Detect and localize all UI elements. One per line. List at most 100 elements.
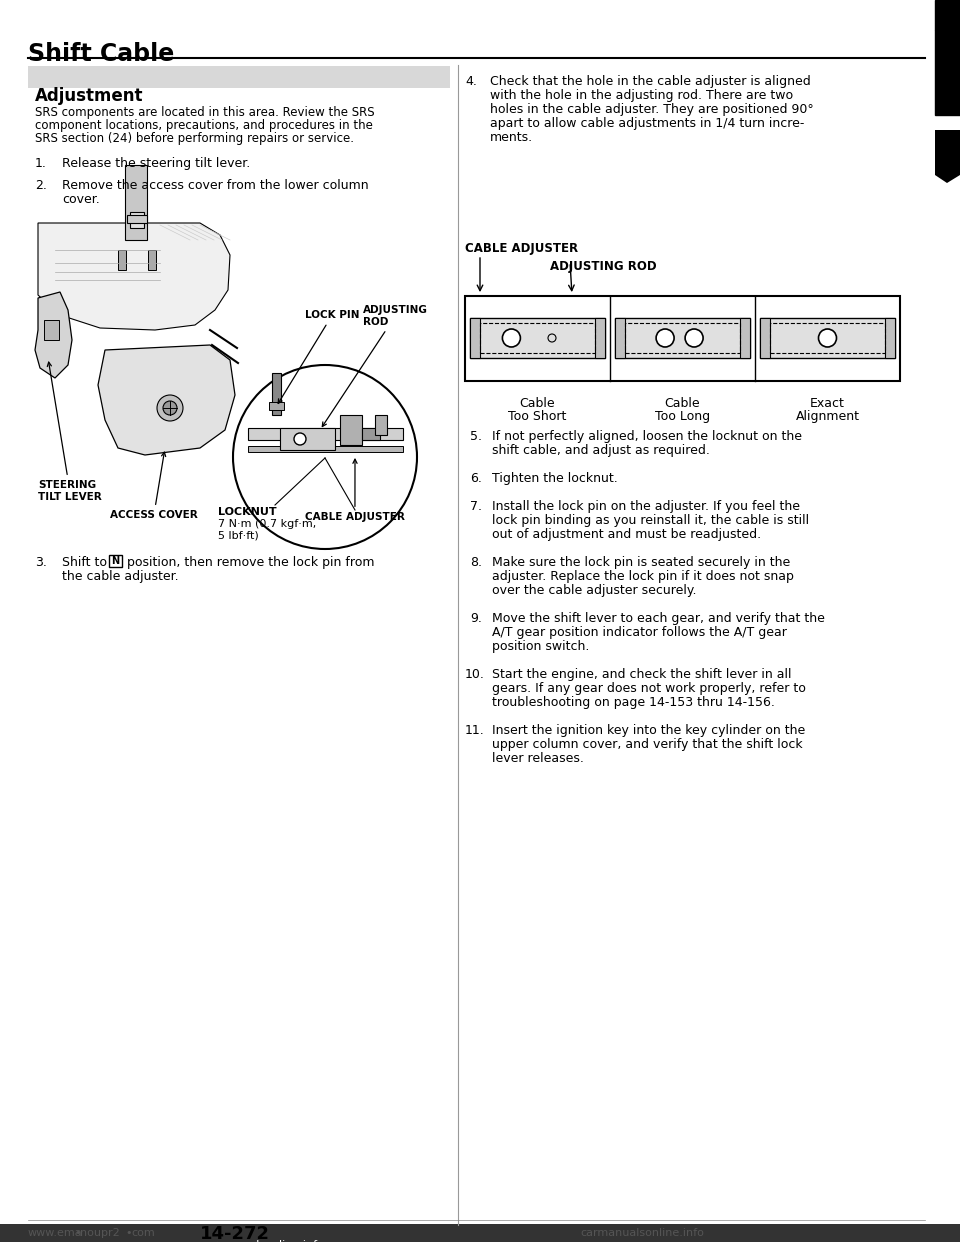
Text: 11.: 11. — [465, 724, 485, 737]
Text: ADJUSTING
ROD: ADJUSTING ROD — [323, 306, 428, 426]
Text: carmanualsonline.info: carmanualsonline.info — [200, 1240, 324, 1242]
Bar — [109, 555, 122, 568]
Circle shape — [157, 395, 183, 421]
Text: 9.: 9. — [470, 612, 482, 625]
Circle shape — [548, 334, 556, 342]
Text: 5.: 5. — [470, 430, 482, 443]
Bar — [760, 318, 895, 358]
Text: Cable: Cable — [519, 397, 555, 410]
Text: Tighten the locknut.: Tighten the locknut. — [492, 472, 617, 484]
Text: N: N — [111, 556, 120, 566]
Bar — [28, 66, 450, 88]
Text: 14-272: 14-272 — [200, 1225, 270, 1242]
Text: ACCESS COVER: ACCESS COVER — [110, 452, 198, 520]
Bar — [470, 318, 480, 358]
Bar — [44, 320, 59, 340]
Polygon shape — [935, 20, 960, 116]
Text: ADJUSTING ROD: ADJUSTING ROD — [550, 260, 657, 273]
Bar — [280, 428, 335, 450]
Text: adjuster. Replace the lock pin if it does not snap: adjuster. Replace the lock pin if it doe… — [492, 570, 794, 582]
Text: upper column cover, and verify that the shift lock: upper column cover, and verify that the … — [492, 738, 803, 751]
Text: noupr2: noupr2 — [80, 1228, 120, 1238]
Text: position, then remove the lock pin from: position, then remove the lock pin from — [123, 556, 374, 569]
Polygon shape — [38, 224, 230, 330]
Bar — [130, 212, 144, 229]
Text: Insert the ignition key into the key cylinder on the: Insert the ignition key into the key cyl… — [492, 724, 805, 737]
Text: Too Long: Too Long — [655, 410, 710, 424]
Text: •: • — [74, 1228, 81, 1238]
Bar — [470, 318, 605, 358]
Text: lock pin binding as you reinstall it, the cable is still: lock pin binding as you reinstall it, th… — [492, 514, 809, 527]
Bar — [269, 402, 284, 410]
Bar — [480, 323, 595, 353]
Circle shape — [656, 329, 674, 347]
Text: Cable: Cable — [664, 397, 700, 410]
Text: LOCKNUT: LOCKNUT — [218, 507, 276, 517]
Text: Make sure the lock pin is seated securely in the: Make sure the lock pin is seated securel… — [492, 556, 790, 569]
Text: over the cable adjuster securely.: over the cable adjuster securely. — [492, 584, 697, 597]
Text: 2.: 2. — [35, 179, 47, 193]
Text: Install the lock pin on the adjuster. If you feel the: Install the lock pin on the adjuster. If… — [492, 501, 800, 513]
Text: out of adjustment and must be readjusted.: out of adjustment and must be readjusted… — [492, 528, 761, 542]
Text: Too Short: Too Short — [508, 410, 566, 424]
Bar — [760, 318, 770, 358]
Text: Check that the hole in the cable adjuster is aligned: Check that the hole in the cable adjuste… — [490, 75, 811, 88]
Bar — [127, 215, 147, 224]
Bar — [375, 415, 387, 435]
Text: If not perfectly aligned, loosen the locknut on the: If not perfectly aligned, loosen the loc… — [492, 430, 802, 443]
Circle shape — [294, 433, 306, 445]
Text: Move the shift lever to each gear, and verify that the: Move the shift lever to each gear, and v… — [492, 612, 825, 625]
Bar — [885, 318, 895, 358]
Circle shape — [163, 401, 177, 415]
Text: www.ema: www.ema — [28, 1228, 83, 1238]
Text: com: com — [131, 1228, 155, 1238]
Text: A/T gear position indicator follows the A/T gear: A/T gear position indicator follows the … — [492, 626, 787, 638]
Polygon shape — [98, 345, 235, 455]
Bar — [615, 318, 750, 358]
Circle shape — [685, 329, 703, 347]
Text: 10.: 10. — [465, 668, 485, 681]
Text: lever releases.: lever releases. — [492, 751, 584, 765]
Bar — [125, 165, 147, 240]
Text: the cable adjuster.: the cable adjuster. — [62, 570, 179, 582]
Text: CABLE ADJUSTER: CABLE ADJUSTER — [465, 242, 578, 255]
Bar — [248, 428, 403, 440]
Bar — [362, 428, 380, 440]
Text: 4.: 4. — [465, 75, 477, 88]
Text: SRS section (24) before performing repairs or service.: SRS section (24) before performing repai… — [35, 132, 354, 145]
Text: gears. If any gear does not work properly, refer to: gears. If any gear does not work properl… — [492, 682, 805, 696]
Text: shift cable, and adjust as required.: shift cable, and adjust as required. — [492, 443, 709, 457]
Bar — [340, 415, 362, 445]
Text: LOCK PIN: LOCK PIN — [278, 310, 359, 404]
Text: Shift Cable: Shift Cable — [28, 42, 175, 66]
Polygon shape — [935, 130, 960, 183]
Text: Release the steering tilt lever.: Release the steering tilt lever. — [62, 156, 251, 170]
Text: troubleshooting on page 14-153 thru 14-156.: troubleshooting on page 14-153 thru 14-1… — [492, 696, 775, 709]
Text: carmanualsonline.info: carmanualsonline.info — [580, 1228, 704, 1238]
Text: 5 lbf·ft): 5 lbf·ft) — [218, 532, 259, 542]
Text: 8.: 8. — [470, 556, 482, 569]
Text: position switch.: position switch. — [492, 640, 589, 653]
Text: cover.: cover. — [62, 193, 100, 206]
Bar — [148, 250, 156, 270]
Text: Adjustment: Adjustment — [35, 87, 143, 106]
Text: 7 N·m (0.7 kgf·m,: 7 N·m (0.7 kgf·m, — [218, 519, 316, 529]
Text: apart to allow cable adjustments in 1/4 turn incre-: apart to allow cable adjustments in 1/4 … — [490, 117, 804, 130]
Text: Alignment: Alignment — [796, 410, 859, 424]
Text: holes in the cable adjuster. They are positioned 90°: holes in the cable adjuster. They are po… — [490, 103, 814, 116]
Bar — [595, 318, 605, 358]
Circle shape — [502, 329, 520, 347]
Text: 1.: 1. — [35, 156, 47, 170]
Bar — [740, 318, 750, 358]
Bar — [0, 1225, 960, 1242]
Text: with the hole in the adjusting rod. There are two: with the hole in the adjusting rod. Ther… — [490, 89, 793, 102]
Text: component locations, precautions, and procedures in the: component locations, precautions, and pr… — [35, 119, 372, 132]
Bar — [615, 318, 625, 358]
Bar — [118, 250, 126, 270]
Text: Shift to: Shift to — [62, 556, 111, 569]
Bar — [248, 446, 403, 452]
Circle shape — [819, 329, 836, 347]
Text: ments.: ments. — [490, 130, 533, 144]
Polygon shape — [35, 292, 72, 378]
Text: SRS components are located in this area. Review the SRS: SRS components are located in this area.… — [35, 106, 374, 119]
